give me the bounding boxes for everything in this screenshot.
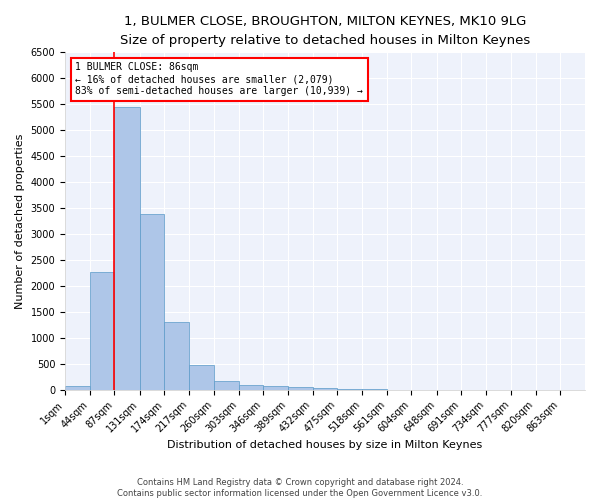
Bar <box>362 389 387 390</box>
Bar <box>263 386 288 390</box>
X-axis label: Distribution of detached houses by size in Milton Keynes: Distribution of detached houses by size … <box>167 440 482 450</box>
Text: 1 BULMER CLOSE: 86sqm
← 16% of detached houses are smaller (2,079)
83% of semi-d: 1 BULMER CLOSE: 86sqm ← 16% of detached … <box>76 62 364 96</box>
Bar <box>164 322 189 390</box>
Bar <box>239 385 263 390</box>
Bar <box>313 388 337 390</box>
Bar <box>337 388 362 390</box>
Y-axis label: Number of detached properties: Number of detached properties <box>15 134 25 308</box>
Bar <box>115 107 140 390</box>
Bar <box>65 386 90 390</box>
Text: Contains HM Land Registry data © Crown copyright and database right 2024.
Contai: Contains HM Land Registry data © Crown c… <box>118 478 482 498</box>
Bar <box>90 272 115 390</box>
Bar <box>288 387 313 390</box>
Bar <box>189 365 214 390</box>
Bar <box>140 214 164 390</box>
Bar <box>214 381 239 390</box>
Title: 1, BULMER CLOSE, BROUGHTON, MILTON KEYNES, MK10 9LG
Size of property relative to: 1, BULMER CLOSE, BROUGHTON, MILTON KEYNE… <box>120 15 530 47</box>
